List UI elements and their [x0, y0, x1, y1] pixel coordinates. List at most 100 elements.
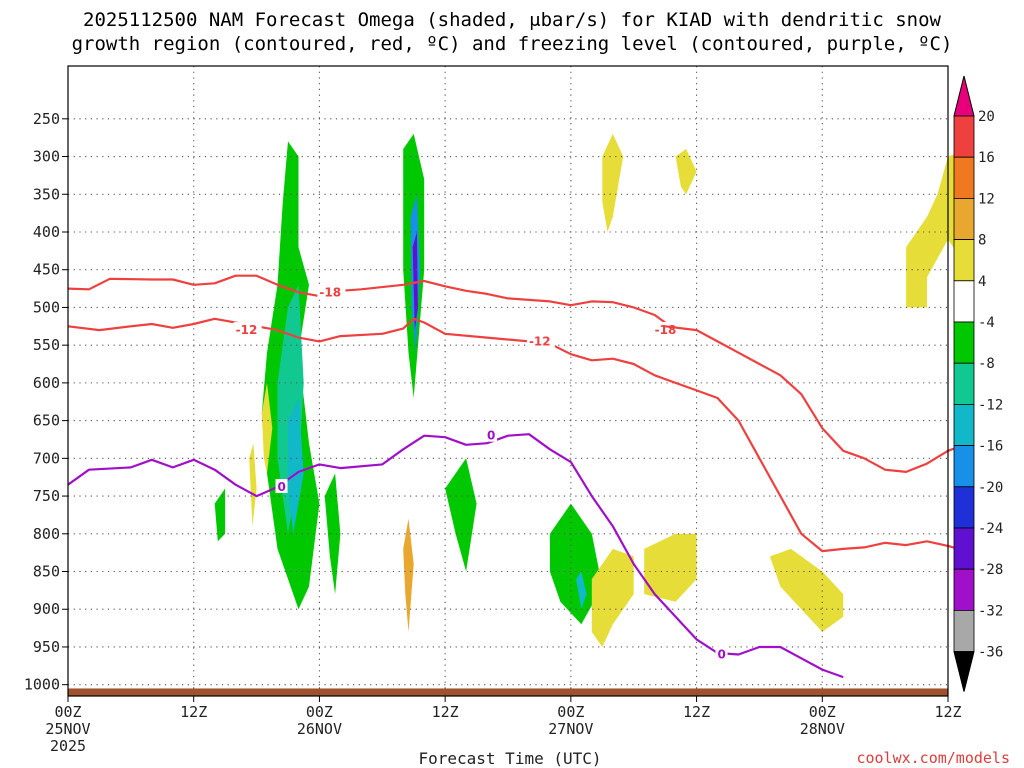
colorbar-swatch-4 [953, 239, 975, 282]
contour-label-t-minus12-0: -12 [236, 323, 258, 337]
contour-label-t-minus18-0: -18 [319, 285, 341, 299]
ytick-label-300: 300 [33, 148, 60, 166]
contour-label-freezing-level-2: 0 [718, 648, 726, 662]
xtick-year-0: 2025 [50, 737, 86, 755]
omega-green-small-1 [445, 458, 477, 572]
colorbar-label-8: -16 [978, 439, 1003, 455]
xtick-time-12: 12Z [180, 703, 207, 721]
xtick-time-84: 12Z [934, 703, 961, 721]
colorbar-label-4: 4 [978, 274, 986, 290]
x-axis-label: Forecast Time (UTC) [418, 749, 601, 768]
xtick-time-24: 00Z [306, 703, 333, 721]
omega-yellow-lower-3 [769, 548, 844, 632]
omega-green-small-3 [214, 488, 226, 542]
ground-layer [68, 688, 948, 696]
omega-yellow-small-1 [261, 382, 273, 474]
colorbar-label-12: -32 [978, 603, 1003, 619]
omega-yellow-upper-2 [675, 149, 697, 195]
ytick-label-900: 900 [33, 600, 60, 618]
colorbar-label-13: -36 [978, 645, 1003, 661]
ytick-label-950: 950 [33, 638, 60, 656]
colorbar-label-3: 8 [978, 233, 986, 249]
colorbar-label-0: 20 [978, 109, 995, 125]
omega-yellow-small-2 [249, 443, 257, 527]
contour-label-bg [317, 284, 346, 299]
xtick-time-60: 12Z [683, 703, 710, 721]
omega-late-core [576, 571, 587, 610]
contour-label-t-minus18-1: -18 [655, 323, 677, 337]
colorbar-swatch-1 [953, 115, 975, 158]
contour-label-freezing-level-0: 0 [278, 480, 286, 494]
xtick-date-0: 25NOV [45, 720, 90, 738]
colorbar-swatch-2 [953, 156, 975, 199]
colorbar-label-6: -8 [978, 356, 995, 372]
xtick-time-0: 00Z [54, 703, 81, 721]
ytick-label-600: 600 [33, 374, 60, 392]
xtick-date-48: 27NOV [548, 720, 593, 738]
ytick-label-400: 400 [33, 223, 60, 241]
contour-t-minus18 [67, 274, 677, 331]
chart-title-line2: growth region (contoured, red, ºC) and f… [72, 33, 953, 55]
omega-late [549, 503, 603, 625]
contour-label-bg [652, 322, 681, 337]
contour-label-bg [275, 479, 288, 494]
plot-frame [67, 65, 949, 697]
credit-text: coolwx.com/models [856, 749, 1010, 767]
contour-label-bg [485, 427, 498, 442]
colorbar-swatch-8 [953, 403, 975, 446]
omega-orange-small [403, 518, 414, 632]
xtick-time-36: 12Z [432, 703, 459, 721]
colorbar-bottom-arrow [953, 651, 975, 692]
contour-label-bg [526, 333, 555, 348]
ytick-label-250: 250 [33, 110, 60, 128]
colorbar-swatch-6 [953, 321, 975, 364]
ytick-label-650: 650 [33, 412, 60, 430]
colorbar-top-arrow [953, 75, 975, 117]
omega-yellow-upper-1 [602, 133, 624, 232]
colorbar-swatch-9 [953, 445, 975, 488]
colorbar-label-2: 12 [978, 191, 995, 207]
colorbar-swatch-11 [953, 527, 975, 570]
colorbar-swatch-10 [953, 486, 975, 529]
colorbar-label-7: -12 [978, 397, 1003, 413]
contour-label-t-minus12-1: -12 [529, 334, 551, 348]
colorbar-label-10: -24 [978, 521, 1003, 537]
omega-yellow-lower-2 [644, 533, 697, 602]
ytick-label-850: 850 [33, 563, 60, 581]
contour-lines: -18 -18 -12 -12 0 0 0 [67, 274, 959, 679]
contour-label-freezing-level-1: 0 [487, 429, 495, 443]
xtick-time-72: 00Z [809, 703, 836, 721]
colorbar-label-1: 16 [978, 150, 995, 166]
ytick-label-350: 350 [33, 185, 60, 203]
colorbar-swatch-13 [953, 610, 975, 653]
xtick-date-72: 28NOV [800, 720, 845, 738]
colorbar-swatch-7 [953, 362, 975, 405]
contour-label-bg [715, 646, 728, 661]
ytick-label-800: 800 [33, 525, 60, 543]
omega-storm2-inner [412, 232, 418, 331]
ytick-label-500: 500 [33, 298, 60, 316]
ytick-label-450: 450 [33, 261, 60, 279]
ytick-label-700: 700 [33, 449, 60, 467]
ground-surface [68, 688, 948, 696]
colorbar-swatch-3 [953, 197, 975, 240]
colorbar-label-9: -20 [978, 480, 1003, 496]
xtick-time-48: 00Z [557, 703, 584, 721]
contour-t-minus18-east [664, 325, 959, 473]
omega-green-small-2 [324, 473, 341, 595]
gridlines [68, 66, 948, 696]
chart-title-line1: 2025112500 NAM Forecast Omega (shaded, μ… [83, 9, 941, 31]
omega-mid-inner [288, 398, 304, 534]
colorbar: 20 16 12 8 4 -4 -8 -12 -16 -20 -24 -28 -32 -36 [953, 75, 1003, 692]
colorbar-swatch-12 [953, 568, 975, 611]
colorbar-label-5: -4 [978, 315, 995, 331]
ytick-label-750: 750 [33, 487, 60, 505]
colorbar-label-11: -28 [978, 562, 1003, 578]
contour-label-bg [233, 322, 262, 337]
omega-yellow-lower-1 [591, 548, 634, 647]
ytick-label-550: 550 [33, 336, 60, 354]
omega-yellow-upper-3 [906, 152, 959, 308]
colorbar-swatch-5 [953, 280, 975, 323]
